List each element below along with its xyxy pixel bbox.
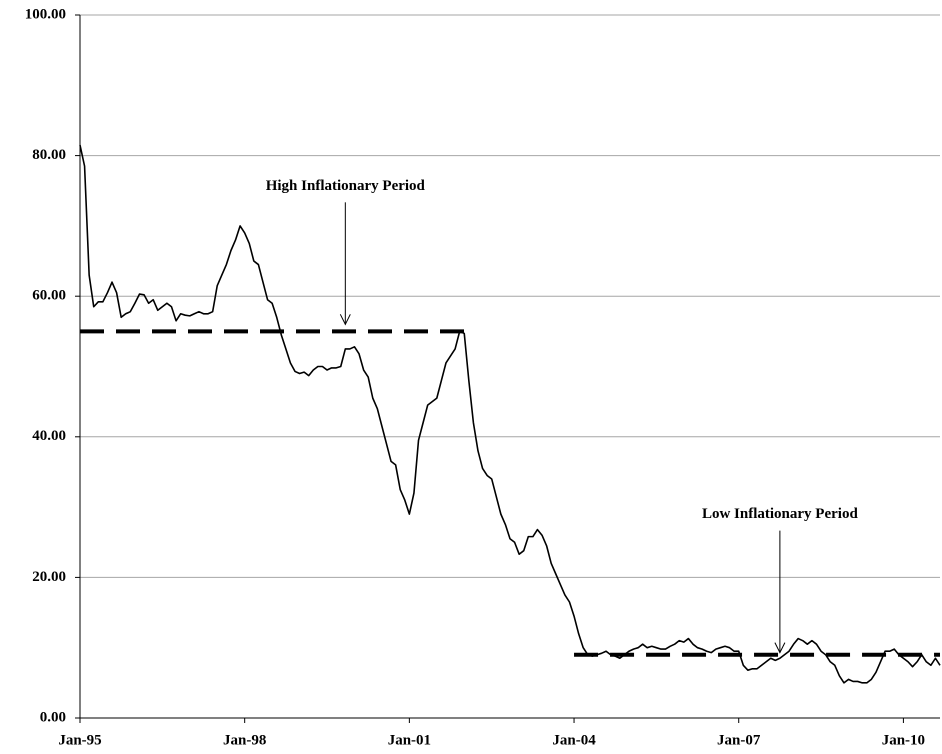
x-tick-label: Jan-10 [882, 732, 925, 748]
y-tick-label: 60.00 [32, 288, 66, 304]
x-tick-label: Jan-01 [388, 732, 431, 748]
annotation-label: High Inflationary Period [266, 178, 426, 194]
x-tick-label: Jan-04 [552, 732, 596, 748]
x-tick-label: Jan-98 [223, 732, 266, 748]
y-tick-label: 80.00 [32, 147, 66, 163]
y-tick-label: 20.00 [32, 569, 66, 585]
x-tick-label: Jan-07 [717, 732, 761, 748]
data-line [79, 144, 941, 684]
y-tick-label: 0.00 [40, 709, 66, 725]
arrow-head [339, 314, 351, 326]
annotation-label: Low Inflationary Period [702, 506, 858, 522]
x-tick-label: Jan-95 [58, 732, 101, 748]
y-tick-label: 40.00 [32, 428, 66, 444]
y-tick-label: 100.00 [25, 6, 66, 22]
arrow-head [774, 642, 786, 654]
